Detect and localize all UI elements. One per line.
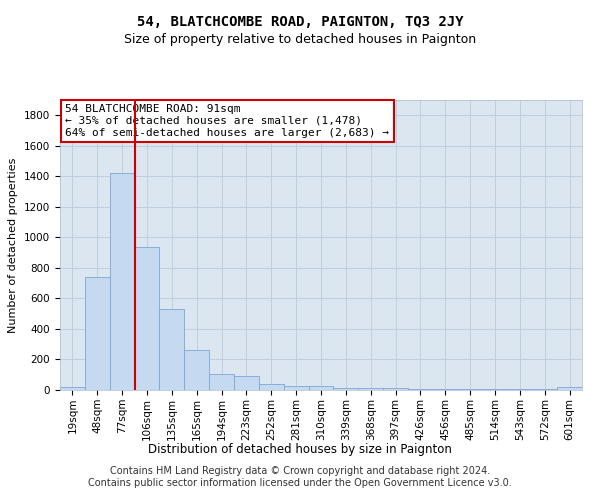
- Text: Distribution of detached houses by size in Paignton: Distribution of detached houses by size …: [148, 442, 452, 456]
- Bar: [482, 389, 508, 390]
- Bar: [209, 374, 234, 390]
- Bar: [383, 388, 408, 390]
- Bar: [433, 389, 458, 390]
- Bar: [408, 389, 433, 390]
- Bar: [160, 309, 184, 390]
- Bar: [110, 174, 134, 390]
- Text: 54, BLATCHCOMBE ROAD, PAIGNTON, TQ3 2JY: 54, BLATCHCOMBE ROAD, PAIGNTON, TQ3 2JY: [137, 15, 463, 29]
- Bar: [234, 376, 259, 390]
- Bar: [532, 389, 557, 390]
- Bar: [284, 386, 308, 390]
- Bar: [85, 277, 110, 390]
- Text: Contains HM Land Registry data © Crown copyright and database right 2024.
Contai: Contains HM Land Registry data © Crown c…: [88, 466, 512, 487]
- Bar: [134, 246, 160, 390]
- Bar: [184, 350, 209, 390]
- Bar: [259, 384, 284, 390]
- Y-axis label: Number of detached properties: Number of detached properties: [8, 158, 19, 332]
- Bar: [60, 387, 85, 390]
- Bar: [458, 389, 482, 390]
- Bar: [508, 389, 532, 390]
- Bar: [557, 388, 582, 390]
- Bar: [308, 386, 334, 390]
- Text: 54 BLATCHCOMBE ROAD: 91sqm
← 35% of detached houses are smaller (1,478)
64% of s: 54 BLATCHCOMBE ROAD: 91sqm ← 35% of deta…: [65, 104, 389, 138]
- Bar: [334, 388, 358, 390]
- Bar: [358, 388, 383, 390]
- Text: Size of property relative to detached houses in Paignton: Size of property relative to detached ho…: [124, 32, 476, 46]
